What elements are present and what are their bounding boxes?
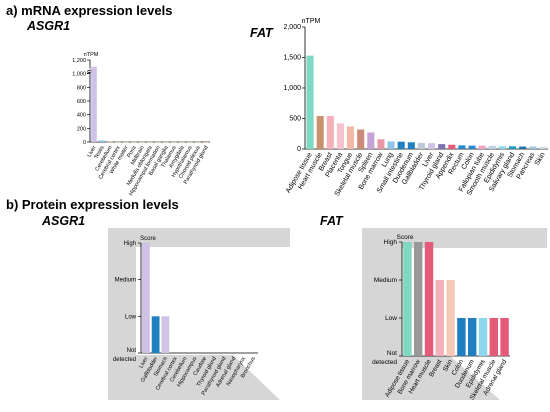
mrna-fat-bar-fallopian-tube [478,145,486,149]
mrna-asgr1-y-tick-label: 200 [77,126,86,132]
protein-fat-bar-skin [446,280,455,356]
mrna-fat-bar-tongue [347,126,355,149]
mrna-asgr1-category-label: Pons [126,145,138,159]
mrna-fat-bar-breast [326,116,334,149]
protein-fat-bar-heart-muscle [424,242,434,356]
mrna-asgr1-bar-hypothalamus [187,141,193,143]
mrna-fat-y-axis-label: nTPM [302,18,321,25]
mrna-fat-bar-appendix [448,144,456,149]
mrna-asgr1-y-tick-label: 1,000 [72,72,86,78]
mrna-asgr1-bar-basal-ganglia [163,141,169,143]
section-b-title: b) Protein expression levels [6,197,179,212]
mrna-asgr1-bar-white-matter [123,141,129,143]
protein-fat-bar-adipose-tissue [403,242,412,356]
mrna-fat-bar-duodenum [407,142,415,149]
mrna-asgr1-bar-medulla-oblongata [147,141,153,143]
mrna-fat-bar-epididymis [498,146,506,149]
protein-asgr1-y-tick-label: Medium [115,278,136,284]
mrna-asgr1-bar-hippocampal-formation [155,141,161,143]
protein-asgr1-category-label: Liver [138,356,149,369]
mrna-asgr1-title: ASGR1 [27,19,71,33]
mrna-asgr1-bar-pons [131,141,137,143]
mrna-asgr1-bar-cerebral-cortex [115,141,121,143]
mrna-fat-bar-heart-muscle [316,116,324,149]
protein-fat-y-tick-label: Not [387,350,397,357]
protein-asgr1-bar-liver [141,243,150,353]
protein-fat-bar-adrenal-gland [500,318,509,356]
mrna-fat-bar-placenta [336,123,344,149]
mrna-fat-bar-bone-marrow [377,139,385,149]
mrna-fat-category-label: Skin [534,151,547,166]
protein-fat-bar-colon [457,318,466,356]
mrna-fat-y-tick-label: 2,000 [283,24,301,31]
protein-fat-y-tick-label: Low [385,315,397,322]
mrna-asgr1-bar-midbrain [139,141,145,143]
mrna-fat-bar-stomach [519,146,527,149]
protein-asgr1-y-axis-label: Score [140,236,156,242]
mrna-fat-bar-salivary-gland [509,146,517,149]
mrna-asgr1-y-tick-label: 600 [77,99,86,105]
mrna-fat-bar-small-intestine [397,141,405,149]
mrna-fat-bar-colon [468,145,476,149]
mrna-asgr1-y-tick-label: 0 [83,140,86,146]
mrna-asgr1-y-tick-label: 1,200 [72,58,86,64]
mrna-fat-bar-skin [539,146,547,149]
protein-asgr1-panel-background [108,228,290,400]
protein-asgr1-bar-stomach [161,316,170,353]
mrna-fat-bar-pancreas [529,146,537,149]
protein-fat-y-tick-label: High [384,239,398,246]
mrna-asgr1-bar-cerebellum [107,141,113,143]
mrna-fat-bar-gallbladder [417,142,425,149]
protein-fat-bar-duodenum [467,318,477,356]
mrna-asgr1-bar-testis [99,140,105,142]
mrna-asgr1-bar-parathyroid-gland [203,141,209,143]
mrna-asgr1-y-tick-label: 400 [77,113,86,119]
mrna-fat-bar-liver [428,143,436,149]
protein-fat-title: FAT [320,214,343,228]
protein-fat-bar-epididymis [478,318,488,356]
mrna-asgr1-y-tick-label: 800 [77,85,86,91]
protein-asgr1-y-tick-label: Low [125,314,137,320]
mrna-fat-bar-smooth-muscle [488,145,496,149]
mrna-fat-bar-rectum [458,145,466,149]
section-a-title: a) mRNA expression levels [6,3,173,18]
mrna-fat-bar-spleen [367,132,375,149]
mrna-fat-y-tick-label: 500 [289,116,301,123]
mrna-asgr1-bar-liver [91,66,97,142]
mrna-fat-bar-lung [387,141,395,149]
mrna-asgr1-bar-amygdala [179,141,185,143]
protein-asgr1-y-tick-label: Not [127,348,137,354]
protein-asgr1-title: ASGR1 [42,214,86,228]
protein-fat-bar-bone-marrow [413,242,423,356]
mrna-fat-bar-skeletal-muscle [357,129,365,149]
protein-fat-bar-breast [435,280,445,356]
mrna-fat-bar-thyroid-gland [438,144,446,149]
protein-fat-bar-skeletal-muscle [489,318,499,356]
mrna-asgr1-bar-thalamus [171,141,177,143]
protein-fat-y-tick-label: Medium [374,277,397,284]
mrna-fat-y-tick-label: 1,500 [283,55,301,62]
mrna-asgr1-y-axis-label: nTPM [84,52,99,58]
protein-fat-y-tick-label: detected [372,359,397,366]
mrna-asgr1-bar-choroid-plexus [195,141,201,143]
protein-asgr1-y-tick-label: detected [113,357,136,363]
mrna-fat-y-tick-label: 1,000 [283,85,301,92]
mrna-fat-y-tick-label: 0 [297,146,301,153]
protein-asgr1-y-tick-label: High [124,241,136,247]
protein-fat-y-axis-label: Score [397,234,414,241]
protein-asgr1-bar-gallbladder [151,316,160,353]
mrna-fat-title: FAT [250,26,273,40]
mrna-fat-bar-adipose-tissue [306,55,314,149]
mrna-asgr1-category-label: Liver [87,145,98,158]
